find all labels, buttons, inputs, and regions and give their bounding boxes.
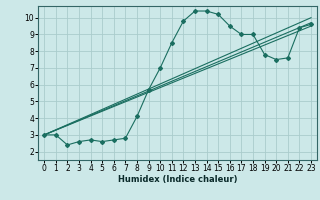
X-axis label: Humidex (Indice chaleur): Humidex (Indice chaleur) [118, 175, 237, 184]
